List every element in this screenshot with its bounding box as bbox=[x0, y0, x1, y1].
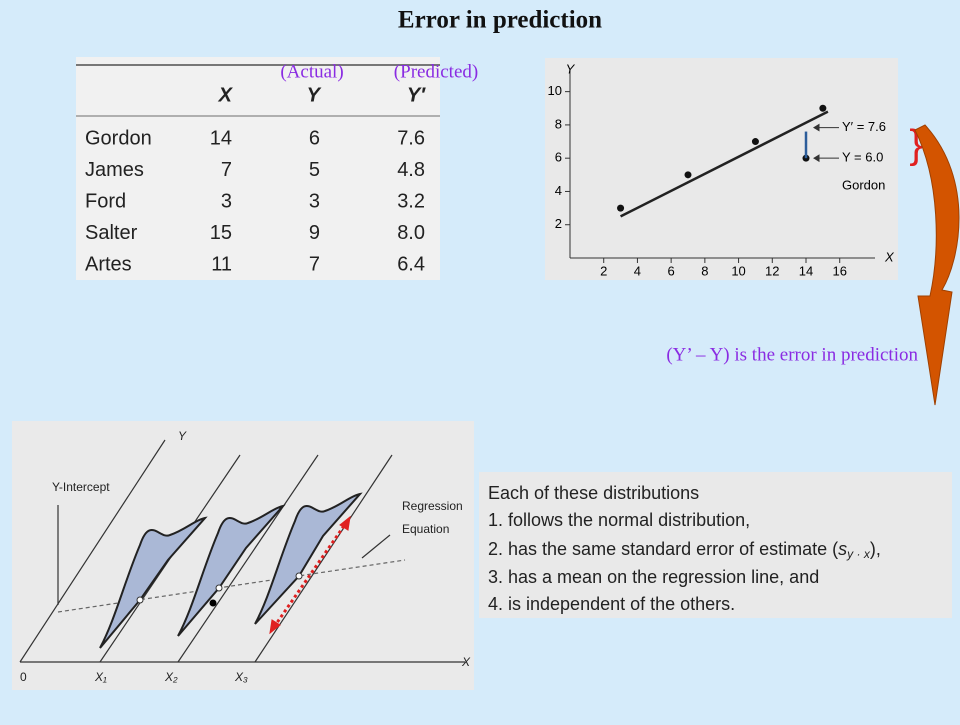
mean-points bbox=[136, 572, 303, 604]
distribution-curves bbox=[99, 492, 363, 649]
x-mark-label: X₃ bbox=[234, 670, 248, 684]
table-cell: 4.8 bbox=[397, 159, 425, 181]
x-tick-label: 2 bbox=[600, 263, 607, 278]
point bbox=[751, 138, 759, 146]
point bbox=[684, 171, 692, 179]
table-header: Y bbox=[307, 84, 322, 106]
table-cell: 3 bbox=[221, 190, 232, 212]
table-cell: 7 bbox=[309, 253, 320, 275]
table-cell: 6 bbox=[309, 127, 320, 149]
point bbox=[819, 104, 827, 112]
y-tick-label: 2 bbox=[555, 216, 562, 231]
row-name: Artes bbox=[85, 253, 132, 275]
table-cell: 7 bbox=[221, 159, 232, 181]
line bbox=[620, 110, 829, 218]
y-tick-label: 4 bbox=[555, 183, 562, 198]
property-item: 3. has a mean on the regression line, an… bbox=[488, 567, 819, 587]
chart: X Y 2 4 6 8 10 12 14 16 2 4 6 8 10 Y′ = 7.6 Y = 6.0 Gordo… bbox=[548, 61, 895, 278]
y-tick-label: 8 bbox=[555, 116, 562, 131]
table-cell: 11 bbox=[211, 253, 232, 275]
table-cell: 15 bbox=[210, 222, 232, 244]
row-name: Ford bbox=[85, 190, 126, 212]
x-tick-label: 4 bbox=[634, 263, 641, 278]
row-name: Salter bbox=[85, 222, 138, 244]
table-cell: 9 bbox=[309, 222, 320, 244]
property-item: 2. has the same standard error of estima… bbox=[488, 539, 881, 561]
property-item: 4. is independent of the others. bbox=[488, 594, 735, 614]
y-axis-label: Y bbox=[566, 61, 576, 76]
column-note: (Predicted) bbox=[394, 61, 478, 82]
x-tick-label: 14 bbox=[799, 263, 813, 278]
title: Error in prediction bbox=[398, 7, 602, 34]
table-cell: 7.6 bbox=[397, 127, 425, 149]
diagram-labels: Y X 0 Y-Intercept Regression Equation X₁… bbox=[20, 429, 471, 684]
diagram-lines bbox=[19, 439, 465, 663]
table: X Y Y′ Gordon 14 6 7.6 James 7 5 4.8 Ford 3 3 3.2 Salte… bbox=[85, 84, 426, 275]
table-cell: 3 bbox=[309, 190, 320, 212]
x-axis-label: X bbox=[461, 655, 471, 669]
curved-arrow bbox=[914, 124, 960, 406]
pointer bbox=[813, 123, 839, 132]
diagram-panel bbox=[12, 421, 474, 690]
table-cell: 6.4 bbox=[397, 253, 425, 275]
row-name: James bbox=[85, 159, 144, 181]
property-item: 1. follows the normal distribution, bbox=[488, 510, 750, 530]
pointer bbox=[813, 154, 839, 163]
annotation: Y = 6.0 bbox=[842, 150, 883, 165]
x-mark-label: X₁ bbox=[94, 670, 107, 684]
x-mark-label: X₂ bbox=[164, 670, 178, 684]
item-symbol: s bbox=[838, 539, 847, 559]
column-note: (Actual) bbox=[280, 61, 343, 82]
x-tick-label: 16 bbox=[832, 263, 846, 278]
x-tick-label: 6 bbox=[668, 263, 675, 278]
item-text: 2. has the same standard error of estima… bbox=[488, 539, 838, 559]
table-panel bbox=[76, 57, 440, 280]
y-axis-label: Y bbox=[178, 429, 187, 443]
spread-arrow bbox=[269, 515, 351, 635]
x-axis-label: X bbox=[884, 249, 895, 264]
table-cell: 14 bbox=[210, 127, 232, 149]
annotation: Gordon bbox=[842, 177, 885, 192]
table-cell: 8.0 bbox=[397, 222, 425, 244]
row-name: Gordon bbox=[85, 127, 152, 149]
point bbox=[617, 204, 625, 212]
regression-label: Regression bbox=[402, 499, 463, 513]
regression-label: Equation bbox=[402, 522, 449, 536]
annotation: Y′ = 7.6 bbox=[842, 119, 886, 134]
chart-panel bbox=[545, 58, 898, 280]
x-tick-label: 12 bbox=[765, 263, 779, 278]
table-header: X bbox=[218, 84, 234, 106]
table-cell: 5 bbox=[309, 159, 320, 181]
y-tick-label: 6 bbox=[555, 150, 562, 165]
x-tick-label: 8 bbox=[701, 263, 708, 278]
properties-panel bbox=[479, 472, 952, 618]
item-text: ), bbox=[870, 539, 881, 559]
item-subscript: y · x bbox=[846, 547, 871, 561]
y-tick-label: 10 bbox=[548, 83, 562, 98]
properties-heading: Each of these distributions bbox=[488, 483, 699, 503]
error-note: (Y’ – Y) is the error in prediction bbox=[666, 344, 918, 365]
table-cell: 3.2 bbox=[397, 190, 425, 212]
intercept-label: Y-Intercept bbox=[52, 480, 110, 494]
x-tick-label: 10 bbox=[731, 263, 745, 278]
origin-label: 0 bbox=[20, 670, 27, 684]
properties: Each of these distributions 1. follows t… bbox=[488, 483, 881, 614]
dot bbox=[209, 599, 217, 607]
table-header: Y′ bbox=[407, 84, 426, 106]
